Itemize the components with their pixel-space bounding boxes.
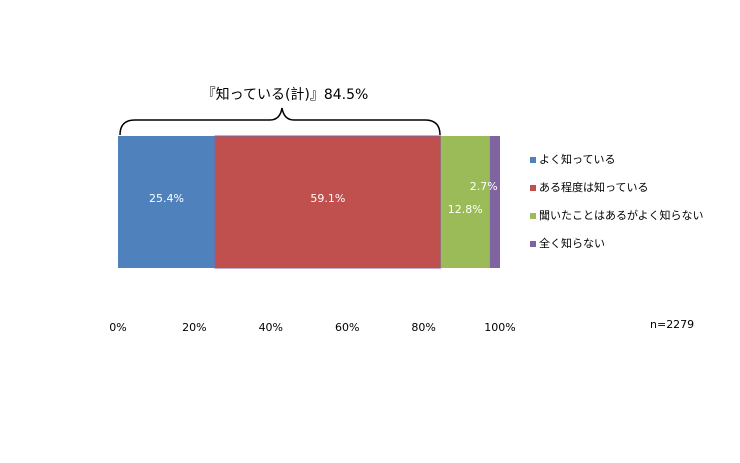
x-tick-label: 20% — [182, 321, 206, 334]
x-tick-label: 40% — [259, 321, 283, 334]
brace — [119, 107, 441, 136]
bar — [214, 135, 442, 269]
legend-marker — [530, 157, 536, 163]
legend-marker — [530, 241, 536, 247]
value-label: 59.1% — [310, 192, 345, 205]
value-label: 25.4% — [149, 192, 184, 205]
value-label: 12.8% — [448, 203, 483, 216]
annotation: n=2279 — [650, 318, 694, 331]
x-tick-label: 100% — [484, 321, 515, 334]
legend-label: 全く知らない — [539, 236, 605, 250]
legend-label: よく知っている — [539, 152, 615, 166]
x-tick-label: 0% — [109, 321, 126, 334]
annotation: 『知っている(計)』84.5% — [202, 86, 369, 103]
bar — [489, 136, 500, 268]
x-tick-label: 80% — [411, 321, 435, 334]
legend-marker — [530, 213, 536, 219]
value-label: 2.7% — [470, 180, 498, 193]
legend-marker — [530, 185, 536, 191]
x-tick-label: 60% — [335, 321, 359, 334]
bar — [440, 136, 490, 268]
bar — [118, 136, 216, 268]
legend-label: ある程度は知っている — [539, 180, 648, 194]
legend-label: 聞いたことはあるがよく知らない — [539, 208, 703, 222]
